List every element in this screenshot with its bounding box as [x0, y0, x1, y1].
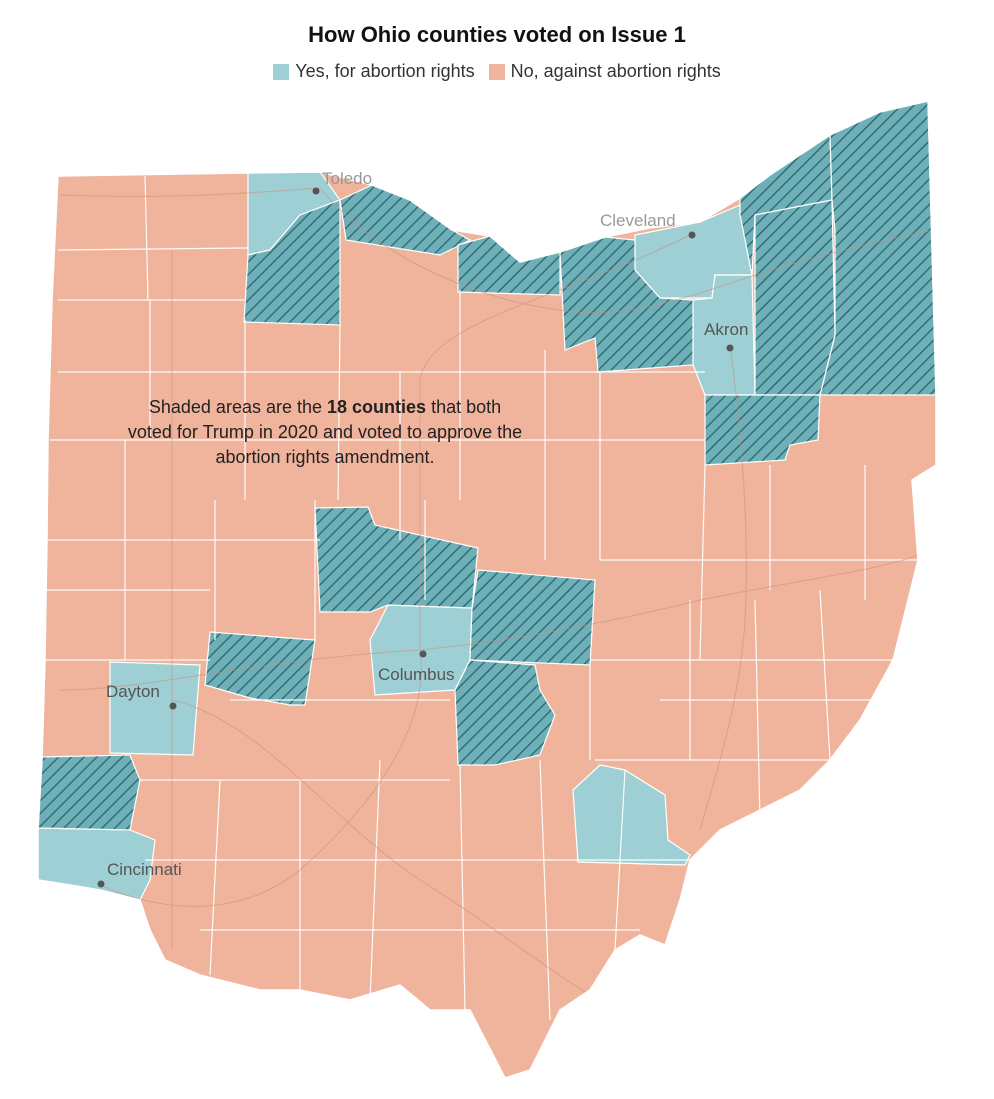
- map-title: How Ohio counties voted on Issue 1: [308, 22, 686, 47]
- city-dot-icon: [169, 702, 177, 710]
- county-portage-mahoning: [754, 199, 836, 396]
- city-dot-icon: [688, 231, 696, 239]
- county-athens: [572, 764, 691, 866]
- county-butler-warren: [38, 754, 141, 831]
- county-ashtabula-trumbull: [819, 101, 936, 396]
- legend-swatch-yes: [273, 63, 290, 80]
- county-montgomery: [109, 661, 201, 756]
- legend-item-no: No, against abortion rights: [488, 61, 721, 82]
- county-borders: [45, 175, 918, 1021]
- legend-item-yes: Yes, for abortion rights: [273, 61, 475, 82]
- annotation-text-start: Shaded areas are the: [148, 397, 328, 417]
- city-dot-icon: [312, 187, 320, 195]
- city-markers: [97, 187, 734, 888]
- county-fairfield: [454, 659, 556, 766]
- city-label-cincinnati: Cincinnati: [107, 860, 182, 879]
- county-lorain-medina: [559, 236, 694, 373]
- roads: [59, 187, 936, 1001]
- legend-label-no: No, against abortion rights: [510, 61, 721, 81]
- legend-swatch-no: [488, 63, 505, 80]
- city-dot-icon: [726, 344, 734, 352]
- legend-label-yes: Yes, for abortion rights: [295, 61, 475, 81]
- city-label-columbus: Columbus: [378, 665, 455, 684]
- city-label-akron: Akron: [704, 320, 748, 339]
- legend: Yes, for abortion rights No, against abo…: [0, 61, 994, 82]
- city-dot-icon: [419, 650, 427, 658]
- annotation-text-end: that both voted for Trump in 2020 and vo…: [127, 397, 523, 467]
- county-stark: [704, 394, 821, 466]
- county-erie: [457, 235, 561, 296]
- city-label-cleveland: Cleveland: [600, 211, 676, 230]
- county-licking: [469, 569, 596, 666]
- annotation-bold: 18 counties: [327, 397, 427, 417]
- city-label-toledo: Toledo: [322, 169, 372, 188]
- shaded-counties: [38, 101, 936, 831]
- city-dot-icon: [97, 880, 105, 888]
- ohio-outline: [37, 100, 937, 1079]
- map-annotation: Shaded areas are the 18 counties that bo…: [125, 395, 525, 470]
- city-label-dayton: Dayton: [106, 682, 160, 701]
